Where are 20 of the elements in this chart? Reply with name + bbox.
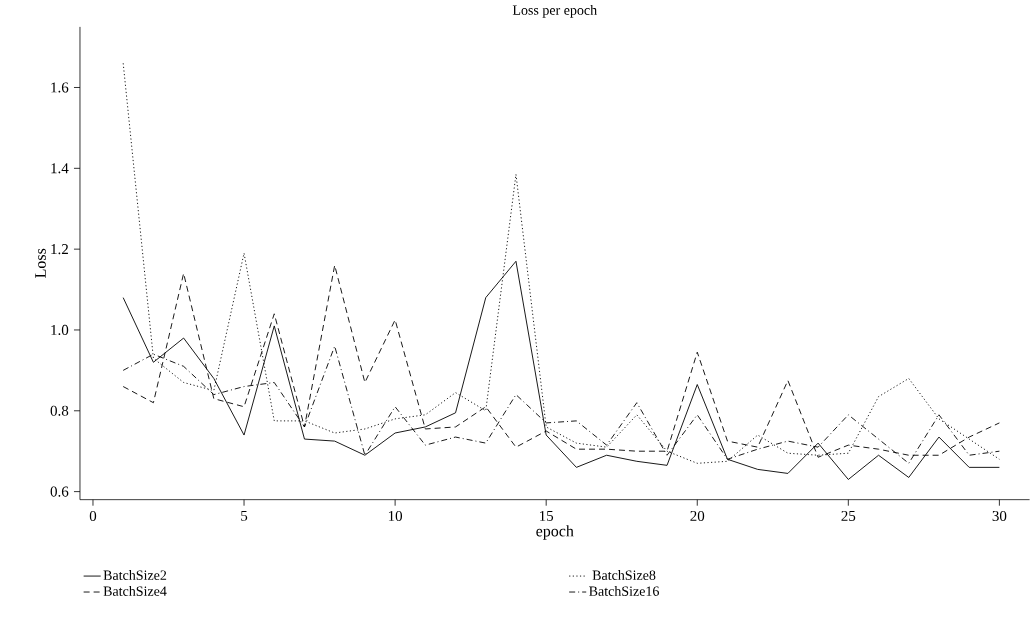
y-tick-label: 1.6	[51, 82, 69, 93]
legend-label: BatchSize4	[103, 586, 167, 597]
x-tick-label: 0	[89, 511, 97, 522]
x-tick-label: 25	[841, 511, 856, 522]
chart-title: Loss per epoch	[512, 5, 597, 18]
y-tick-label: 1.4	[51, 163, 69, 174]
x-tick-label: 5	[241, 511, 248, 522]
x-tick-label: 30	[992, 511, 1007, 522]
x-tick-label: 20	[690, 511, 705, 522]
legend-label: BatchSize16	[589, 586, 659, 597]
x-tick-label: 15	[540, 511, 554, 522]
y-tick-label: 1.2	[51, 244, 68, 255]
y-tick-label: 1.0	[51, 325, 69, 336]
y-axis-title: Loss	[35, 248, 46, 279]
legend-label: BatchSize2	[103, 570, 167, 581]
legend-label: BatchSize8	[592, 570, 656, 581]
y-tick-label: 0.6	[50, 486, 69, 497]
x-tick-label: 10	[388, 511, 403, 522]
y-tick-label: 0.8	[50, 405, 69, 417]
x-axis-title: epoch	[536, 525, 574, 540]
